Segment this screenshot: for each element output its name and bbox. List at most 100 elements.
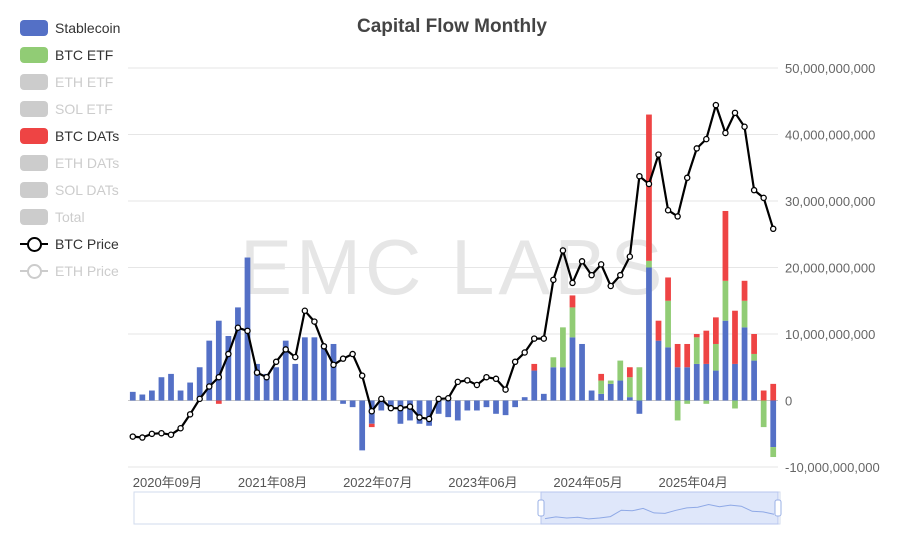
bar-stablecoin [713,370,719,401]
legend-item-eth-etf[interactable]: ETH ETF [20,68,120,95]
bar-btc-dats [760,390,767,401]
bar-stablecoin [560,367,566,401]
bar-stablecoin [340,400,346,404]
bar-btc-dats [684,343,691,368]
btc-price-point [607,282,614,290]
btc-price-point [158,429,165,437]
btc-price-point [741,123,748,131]
y-tick-label: 50,000,000,000 [785,61,875,76]
bar-btc-dats [215,400,222,404]
bar-stablecoin [751,360,757,401]
bar-btc-dats [626,367,633,378]
x-tick-label: 2025年04月 [659,475,728,490]
bar-stablecoin [474,400,480,411]
legend-swatch [20,127,48,144]
bar-btc-dats [770,383,777,401]
bar-stablecoin [521,397,528,401]
bar-btc-etf [665,300,671,348]
btc-price-point [311,318,318,325]
legend-label: ETH DATs [55,154,120,171]
legend-item-stablecoin[interactable]: Stablecoin [20,14,120,41]
btc-price-point [196,395,203,403]
bar-stablecoin [359,400,366,451]
bar-btc-dats [569,295,576,308]
bar-btc-dats [531,363,538,371]
x-tick-label: 2024年05月 [553,475,622,490]
legend-item-eth-dats[interactable]: ETH DATs [20,149,120,176]
btc-price-point [215,373,223,381]
btc-price-point [397,404,404,412]
bar-btc-dats [646,114,652,261]
btc-price-point [330,361,337,369]
btc-price-point [722,129,729,137]
btc-price-point [473,381,481,389]
bar-stablecoin [598,393,605,401]
zoom-slider-window[interactable] [540,491,779,525]
legend-item-total[interactable]: Total [20,203,120,230]
y-tick-label: 0 [785,394,792,409]
bar-btc-etf [626,377,633,398]
bar-btc-etf [636,367,643,401]
legend-swatch [20,100,48,117]
legend-label: ETH Price [55,262,119,279]
legend-label: BTC Price [55,235,119,252]
btc-price-point [349,350,356,358]
legend-label: BTC ETF [55,46,114,63]
bar-stablecoin [321,343,327,401]
btc-price-point [703,135,710,143]
bar-stablecoin [139,394,146,401]
bar-btc-etf [770,447,777,458]
x-tick-label: 2021年08月 [238,475,307,490]
btc-price-point [674,213,681,220]
bar-stablecoin [655,340,662,401]
zoom-slider-left-handle[interactable] [537,499,545,517]
bar-btc-etf [703,400,710,404]
bar-stablecoin [722,320,729,401]
bar-btc-dats [722,210,729,281]
btc-price-point [464,377,471,384]
legend-item-btc-etf[interactable]: BTC ETF [20,41,120,68]
btc-price-point [731,109,739,117]
legend-label: Stablecoin [55,19,121,36]
legend-item-sol-dats[interactable]: SOL DATs [20,176,120,203]
btc-price-point [263,373,270,381]
bar-stablecoin [502,400,509,416]
btc-price-point [492,375,500,383]
bar-stablecoin [149,390,155,401]
legend-swatch [20,236,48,252]
x-tick-label: 2023年06月 [448,475,517,490]
btc-price-point [531,335,538,342]
btc-price-point [588,271,595,279]
legend-item-eth-price[interactable]: ETH Price [20,257,120,284]
btc-price-point [186,411,194,418]
btc-price-point [521,349,528,356]
bar-stablecoin [531,370,538,401]
bar-btc-etf [674,400,681,421]
bar-stablecoin [129,391,136,401]
bar-stablecoin [187,382,193,401]
bar-btc-etf [550,357,557,368]
bar-btc-etf [722,280,729,321]
chart-title: Capital Flow Monthly [357,16,547,37]
btc-price-point [769,225,777,233]
bar-btc-dats [655,320,662,341]
btc-price-point [378,395,385,403]
legend-item-btc-price[interactable]: BTC Price [20,230,120,257]
bar-stablecoin [674,367,681,401]
btc-price-point [358,372,366,379]
legend-swatch [20,46,48,63]
bar-btc-dats [703,330,710,364]
btc-price-point [511,358,519,366]
btc-price-point [272,358,280,366]
bar-stablecoin [273,367,280,401]
legend-item-sol-etf[interactable]: SOL ETF [20,95,120,122]
legend-label: Total [55,208,85,225]
btc-price-point [550,276,557,284]
y-tick-label: 40,000,000,000 [785,128,875,143]
btc-price-point [626,253,634,260]
legend-item-btc-dats[interactable]: BTC DATs [20,122,120,149]
y-tick-label: 20,000,000,000 [785,261,875,276]
zoom-slider-right-handle[interactable] [774,499,782,517]
btc-price-point [540,335,548,342]
